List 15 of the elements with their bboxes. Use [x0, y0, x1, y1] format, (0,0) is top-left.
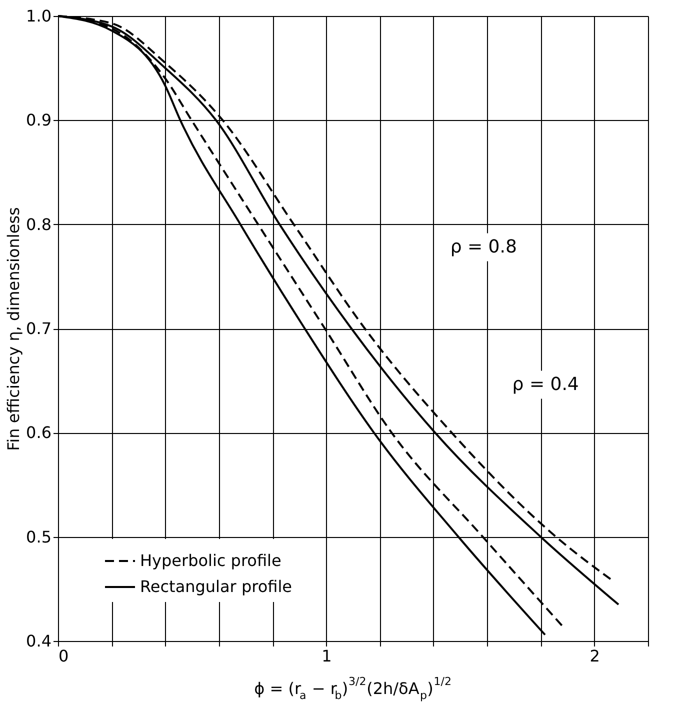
- legend-label: Rectangular profile: [140, 577, 292, 596]
- legend-label: Hyperbolic profile: [140, 551, 282, 570]
- y-tick-label: 0.4: [26, 632, 52, 650]
- y-tick-label: 1.0: [26, 6, 52, 26]
- y-tick-label: 0.5: [26, 527, 52, 546]
- x-tick-label: 2: [590, 646, 600, 666]
- y-axis-title: Fin efficiency η, dimensionless: [4, 207, 24, 451]
- y-tick-label: 0.9: [26, 110, 52, 130]
- annotation: ρ = 0.4: [512, 374, 579, 395]
- y-tick-label: 0.8: [26, 214, 52, 234]
- y-tick-label: 0.7: [26, 319, 52, 338]
- x-tick-label: 1: [322, 646, 332, 666]
- annotation: ρ = 0.8: [450, 236, 517, 258]
- x-tick-label: 0: [58, 646, 69, 666]
- y-tick-label: 0.6: [26, 423, 52, 442]
